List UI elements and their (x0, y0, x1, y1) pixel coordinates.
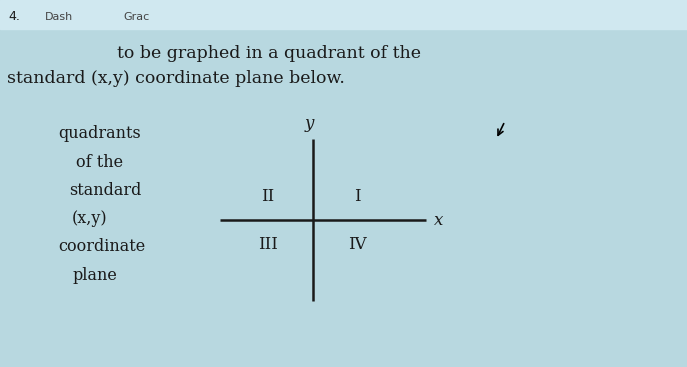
Text: IV: IV (348, 236, 367, 252)
Text: to be graphed in a quadrant of the: to be graphed in a quadrant of the (117, 45, 421, 62)
Text: Grac: Grac (124, 11, 150, 22)
Text: x: x (434, 212, 444, 229)
Text: y: y (304, 115, 314, 132)
Text: coordinate: coordinate (58, 239, 146, 255)
Bar (0, 0, 687, 29)
Text: (x,y): (x,y) (72, 210, 108, 227)
Text: plane: plane (72, 267, 117, 284)
Text: III: III (258, 236, 278, 252)
Text: standard: standard (69, 182, 141, 199)
Text: I: I (354, 188, 361, 205)
Text: of the: of the (76, 154, 123, 171)
Text: II: II (261, 188, 275, 205)
Text: standard (x,y) coordinate plane below.: standard (x,y) coordinate plane below. (7, 70, 345, 87)
Text: 4.: 4. (8, 10, 20, 23)
Text: Dash: Dash (45, 11, 73, 22)
Text: quadrants: quadrants (58, 126, 141, 142)
